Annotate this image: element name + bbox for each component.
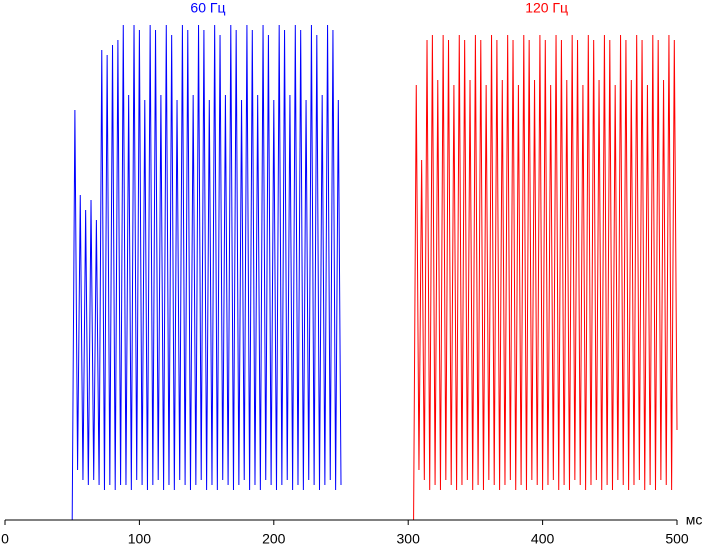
x-tick-label: 200 (262, 531, 286, 547)
x-tick-label: 500 (665, 531, 689, 547)
x-tick-label: 100 (128, 531, 152, 547)
series-label: 60 Гц (190, 0, 225, 16)
x-tick-label: 0 (1, 531, 9, 547)
series-label: 120 Гц (525, 0, 568, 16)
x-axis-label: мс (686, 512, 703, 528)
x-tick-label: 400 (531, 531, 555, 547)
data-line (341, 34, 678, 521)
x-tick-label: 300 (397, 531, 421, 547)
data-line (5, 24, 342, 521)
